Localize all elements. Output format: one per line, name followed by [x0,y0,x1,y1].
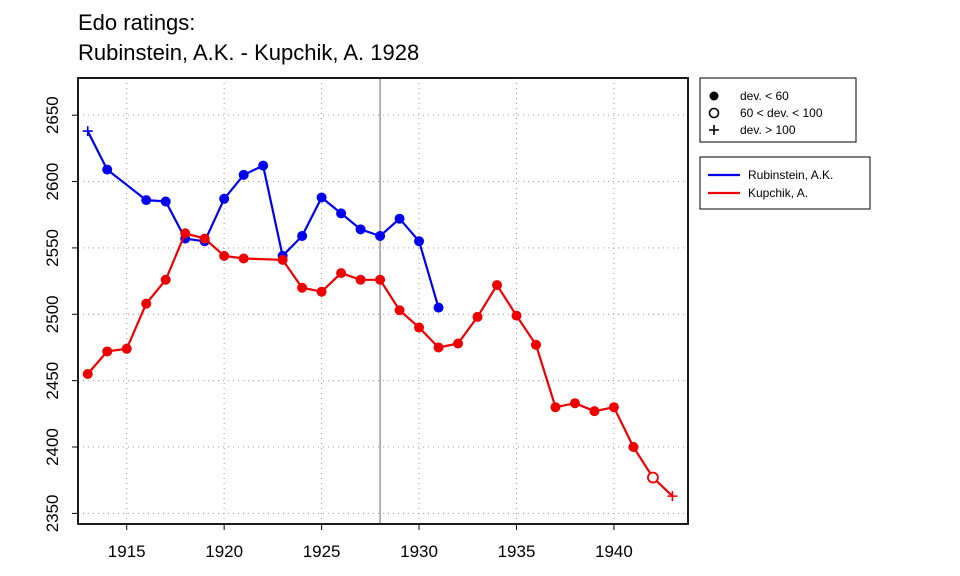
data-point [141,298,152,309]
legend-marker-open [708,107,720,119]
series-legend-label: Rubinstein, A.K. [748,168,833,182]
series-legend-box [699,156,871,210]
series-legend-label: Kupchik, A. [748,186,808,200]
data-point [453,338,464,349]
data-point-open [647,471,659,484]
data-point [375,230,386,241]
data-point [530,339,541,350]
data-point [219,250,230,261]
data-point [550,402,561,413]
x-tick-label: 1930 [400,542,438,561]
x-tick-label: 1920 [205,542,243,561]
deviation-legend-label: 60 < dev. < 100 [740,106,823,120]
y-tick-label: 2400 [43,428,62,466]
data-point [82,369,93,380]
data-point [414,236,425,247]
legend-marker-filled [709,91,719,101]
data-point [433,342,444,353]
deviation-legend-box [699,77,857,143]
data-point [316,286,327,297]
data-point [297,230,308,241]
y-tick-label: 2500 [43,295,62,333]
data-point [511,310,522,321]
data-point [180,228,191,239]
data-point [238,253,249,264]
data-point [472,311,483,322]
y-tick-label: 2450 [43,362,62,400]
x-tick-label: 1935 [498,542,536,561]
chart-title-line-2: Rubinstein, A.K. - Kupchik, A. 1928 [78,40,420,65]
data-point [492,280,503,291]
data-point [258,160,269,171]
data-point-plus [667,491,678,502]
legend-marker-plus [709,125,719,135]
data-point [375,274,386,285]
data-point [219,193,230,204]
data-point [277,254,288,265]
data-point [608,402,619,413]
deviation-legend-label: dev. < 60 [740,89,789,103]
data-point [569,398,580,409]
data-point [316,192,327,203]
deviation-legend-label: dev. > 100 [740,123,796,137]
data-point [102,346,113,357]
data-point-plus [82,126,93,137]
data-point [589,406,600,417]
y-tick-label: 2550 [43,229,62,267]
x-tick-label: 1925 [303,542,341,561]
series-line [86,130,440,308]
data-point [238,169,249,180]
data-point [160,274,171,285]
x-tick-label: 1915 [108,542,146,561]
data-point [102,164,113,175]
plot-frame [77,77,689,525]
data-point [336,268,347,279]
data-point [297,282,308,293]
y-tick-label: 2350 [43,494,62,532]
data-point [394,213,405,224]
data-point [433,302,444,313]
chart-title-line-1: Edo ratings: [78,10,196,35]
data-point [394,305,405,316]
data-point [355,274,366,285]
data-point [141,195,152,206]
data-point [336,208,347,219]
data-point [414,322,425,333]
y-tick-label: 2650 [43,96,62,134]
data-point [355,224,366,235]
data-point [160,196,171,207]
y-tick-label: 2600 [43,163,62,201]
data-point [199,233,210,244]
x-tick-label: 1940 [595,542,633,561]
data-point [628,442,639,453]
data-point [121,343,132,354]
